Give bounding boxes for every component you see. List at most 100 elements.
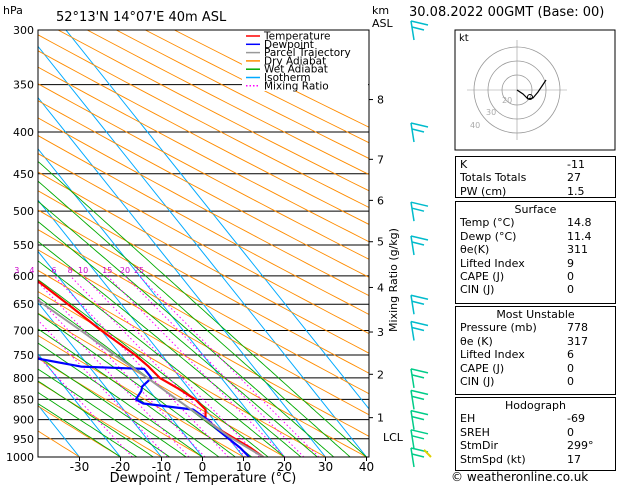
index-label: PW (cm): [460, 184, 507, 198]
mixing-ratio-line: [38, 297, 190, 457]
hodograph-stat-row: StmSpd (kt) 17: [456, 453, 615, 466]
hodograph-table-title: Hodograph: [505, 399, 566, 412]
wind-barb: [410, 122, 429, 143]
km-tick-label: 1: [377, 412, 384, 425]
index-label: K: [460, 158, 468, 171]
dry-adiabat-line: [38, 405, 121, 457]
surface-value: 9: [567, 256, 574, 270]
wet-adiabat-line: [38, 180, 351, 457]
wet-adiabat-line: [38, 313, 236, 457]
isotherm-line: [65, 30, 369, 410]
wind-barb: [410, 294, 429, 315]
most-unstable-label: θe (K): [460, 334, 493, 348]
dry-adiabat-line: [38, 135, 369, 315]
km-tick-label: 4: [377, 281, 384, 294]
copyright-label: © weatheronline.co.uk: [451, 470, 589, 484]
pressure-tick-label: 400: [13, 126, 34, 139]
hodograph-stat-label: SREH: [460, 425, 490, 439]
isotherm-line: [38, 301, 162, 457]
surface-label: CAPE (J): [460, 270, 505, 284]
wind-barb: [410, 429, 429, 449]
most-unstable-label: CAPE (J): [460, 361, 505, 375]
dry-adiabat-line: [38, 83, 369, 260]
surface-row: CAPE (J) 0: [456, 270, 615, 283]
most-unstable-row: CAPE (J) 0: [456, 362, 615, 375]
wind-barbs: [410, 20, 432, 468]
hodograph-storm-marker: [527, 94, 533, 100]
dry-adiabat-line: [38, 34, 369, 208]
surface-row: Lifted Index 9: [456, 257, 615, 270]
legend-label: Isotherm: [264, 72, 311, 84]
dry-adiabat-line: [38, 50, 369, 225]
dry-adiabat-line: [38, 381, 162, 457]
legend-label: Dewpoint: [264, 39, 314, 51]
surface-label: Dewp (°C): [460, 229, 517, 243]
pressure-tick-label: 950: [13, 433, 34, 446]
x-tick-label: -20: [111, 460, 131, 474]
isotherm-line: [38, 148, 285, 457]
wet-adiabat-line: [38, 391, 138, 457]
hodograph-ring-label: 40: [470, 121, 480, 130]
most-unstable-label: Pressure (mb): [460, 321, 537, 335]
surface-row: θe(K) 311: [456, 243, 615, 256]
asl-label: ASL: [372, 17, 394, 30]
legend-label: Parcel Trajectory: [264, 47, 351, 59]
dry-adiabat-line: [86, 30, 369, 175]
pressure-axis: 300 350 400 450 500 550 600 650 700 750 800 850 900 9…: [6, 24, 34, 464]
most-unstable-title: Most Unstable: [496, 308, 575, 321]
wet-adiabat-line: [38, 328, 220, 457]
wet-adiabat-line: [38, 200, 335, 457]
mixing-ratio-label: 10: [78, 266, 88, 275]
series-line-dewpoint: [38, 357, 250, 457]
dry-adiabat-line: [38, 100, 369, 278]
hodograph-stat-row: StmDir 299°: [456, 439, 615, 452]
dry-adiabat-line: [38, 357, 203, 457]
x-axis-title: Dewpoint / Temperature (°C): [110, 471, 297, 486]
hodograph-trace: [516, 79, 547, 100]
pressure-tick-label: 450: [13, 168, 34, 181]
wet-adiabat-line: [38, 278, 269, 457]
isotherm-line: [38, 96, 326, 457]
isotherm-line: [38, 45, 367, 457]
most-unstable-row: θe (K) 317: [456, 335, 615, 348]
legend-label: Wet Adiabat: [264, 64, 328, 76]
most-unstable-value: 0: [567, 361, 574, 375]
km-label: km: [372, 4, 389, 17]
dry-adiabat-line: [38, 66, 369, 243]
legend-label: Dry Adiabat: [264, 55, 326, 67]
index-label: Totals Totals: [460, 171, 527, 185]
surface-value: 311: [567, 243, 588, 257]
wet-adiabat-line: [38, 342, 203, 457]
mixing-ratio-label: 20: [120, 266, 130, 275]
mixing-ratio-line: [82, 275, 260, 457]
mixing-ratio-label: 25: [134, 266, 144, 275]
isotherm-line: [38, 199, 244, 457]
dry-adiabat-line: [38, 269, 367, 457]
km-tick-label: 7: [377, 153, 384, 166]
hodograph-stat-label: EH: [460, 412, 476, 426]
wind-barb: [410, 320, 429, 341]
x-tick-label: 0: [199, 460, 207, 474]
wind-barb: [410, 409, 429, 430]
pressure-tick-label: 350: [13, 79, 34, 92]
x-tick-label: 10: [236, 460, 251, 474]
surface-title: Surface: [514, 203, 557, 216]
dry-adiabat-line: [38, 153, 369, 335]
isotherm-line: [38, 404, 80, 457]
surface-wind-marker: [423, 449, 432, 458]
surface-value: 0: [567, 283, 574, 297]
dry-adiabat-line: [57, 30, 369, 192]
mixing-ratio-label: 15: [102, 266, 112, 275]
series-line-parcel-trajectory: [38, 299, 264, 457]
most-unstable-row: CIN (J) 0: [456, 375, 615, 388]
mixing-ratio-labels: 12346810152025: [14, 266, 144, 275]
isotherm-line: [38, 250, 203, 457]
index-row: K -11: [456, 158, 615, 171]
most-unstable-row: Pressure (mb) 778: [456, 321, 615, 334]
mixing-ratio-label: 3: [14, 266, 19, 275]
index-row: PW (cm) 1.5: [456, 185, 615, 198]
wind-barb: [410, 20, 429, 41]
pressure-tick-label: 1000: [6, 451, 34, 464]
pressure-tick-label: 750: [13, 349, 34, 362]
